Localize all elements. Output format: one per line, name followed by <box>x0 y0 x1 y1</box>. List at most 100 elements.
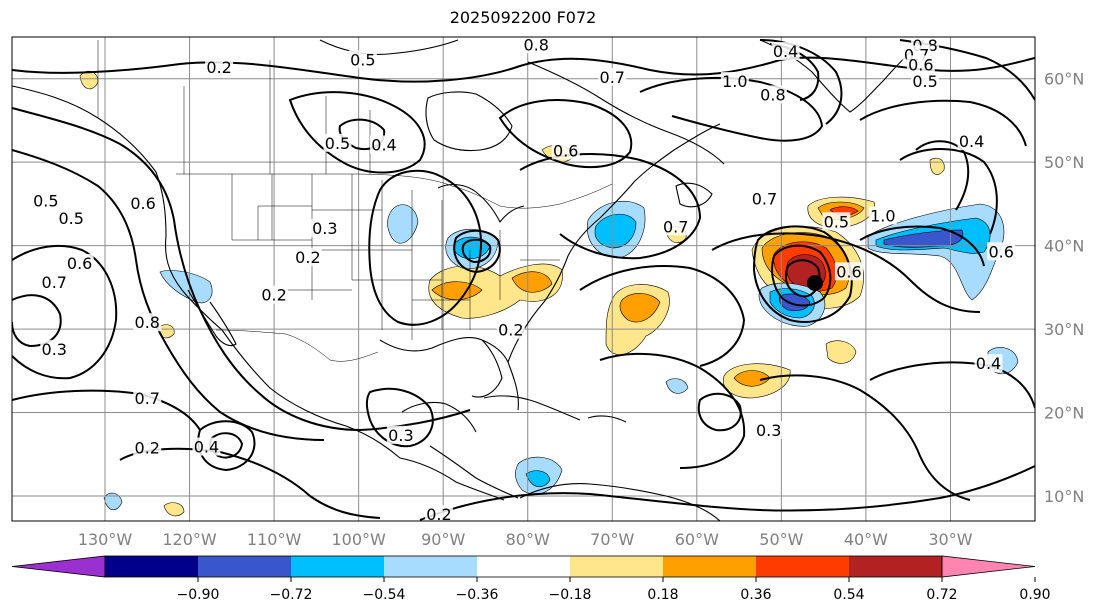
contour-11 <box>368 169 482 326</box>
contour-label-bg <box>661 217 690 236</box>
latitude-ticks: 10°N 20°N 30°N 40°N 50°N 60°N <box>1044 70 1084 506</box>
state-lines <box>231 174 560 340</box>
contour-label: 0.3 <box>42 340 67 359</box>
shade-negative-ne-core <box>594 213 637 249</box>
contour-label-bg <box>551 141 580 160</box>
contour-label: 0.4 <box>773 42 798 61</box>
contour-26 <box>711 232 981 313</box>
colorbar-tick-label: −0.36 <box>456 587 499 603</box>
shade-positive-nc-core <box>431 271 553 301</box>
coast-hudson-bay <box>425 91 513 152</box>
contour-label: 0.7 <box>135 389 160 408</box>
contour-label: 0.7 <box>752 190 777 209</box>
contour-14 <box>498 99 633 169</box>
contour-label: 0.4 <box>194 438 219 457</box>
colorbar-frame <box>104 555 943 578</box>
colorbar-segment <box>756 556 849 577</box>
coast-cuba <box>483 395 581 421</box>
contour-label-bg <box>987 242 1016 261</box>
lon-tick-label: 70°W <box>590 530 634 549</box>
contour-label: 0.2 <box>498 321 523 340</box>
contour-label: 0.3 <box>312 219 337 238</box>
colorbar-segment <box>849 556 942 577</box>
contour-1 <box>12 56 1035 83</box>
contour-label-bg <box>496 320 525 339</box>
colorbar-tick-label: 0.72 <box>926 587 957 603</box>
contour-label: 0.8 <box>135 313 160 332</box>
colorbar-extend-min <box>11 555 106 578</box>
contour-30 <box>697 392 742 432</box>
map-frame <box>11 36 1036 522</box>
contour-labels: 0.20.50.80.71.00.80.40.80.70.60.50.40.50… <box>31 37 1016 524</box>
contour-label: 0.6 <box>130 194 155 213</box>
contour-label: 0.6 <box>553 141 578 160</box>
contour-label-bg <box>386 425 415 444</box>
lon-tick-label: 100°W <box>331 530 386 549</box>
lat-tick-label: 50°N <box>1044 153 1084 172</box>
contour-label-bg <box>771 42 800 61</box>
shade-negative-pacific <box>103 492 123 511</box>
shade-negative-mid-atl-small <box>665 378 689 394</box>
contour-label-bg <box>293 248 322 267</box>
colorbar-segment <box>663 556 756 577</box>
contour-label: 0.5 <box>325 134 350 153</box>
contour-label: 0.4 <box>976 354 1001 373</box>
contour-label-bg <box>133 438 162 457</box>
lat-tick-label: 60°N <box>1044 70 1084 89</box>
coast-yucatan <box>401 401 477 433</box>
contour-label: 0.2 <box>206 58 231 77</box>
contour-label: 0.5 <box>58 209 83 228</box>
contour-label-bg <box>370 135 398 154</box>
contour-label: 0.8 <box>760 85 785 104</box>
border-us-mexico <box>215 329 379 362</box>
contour-16 <box>639 76 824 142</box>
contour-label-bg <box>192 437 221 456</box>
contour-label-bg <box>974 354 1003 373</box>
chart-title: 2025092200 F072 <box>449 8 597 27</box>
contour-31 <box>759 374 971 501</box>
contour-label: 0.2 <box>261 286 286 305</box>
contour-33 <box>419 465 1035 521</box>
colorbar-segment <box>105 556 198 577</box>
contour-12 <box>453 229 501 274</box>
contour-label: 0.6 <box>988 242 1013 261</box>
cyclone-center-marker <box>807 275 823 291</box>
lat-tick-label: 10°N <box>1044 487 1084 506</box>
lon-tick-label: 130°W <box>78 530 133 549</box>
contour-27 <box>859 225 985 267</box>
contour-label-bg <box>348 50 377 69</box>
shade-negative-caribbean-core <box>525 470 551 488</box>
contour-label-bg <box>65 253 94 272</box>
contour-13 <box>461 238 492 264</box>
contour-2 <box>12 107 471 432</box>
contour-label: 1.0 <box>870 206 895 225</box>
map-panel: 0.20.50.80.71.00.80.40.80.70.60.50.40.50… <box>11 36 1036 524</box>
contour-label-bg <box>835 262 863 281</box>
lon-tick-label: 40°W <box>844 530 888 549</box>
contour-label: 0.5 <box>824 212 849 231</box>
colorbar-tick-label: 0.36 <box>740 587 771 603</box>
contour-label: 0.2 <box>295 248 320 267</box>
contour-label: 0.5 <box>350 50 375 69</box>
lon-tick-label: 50°W <box>759 530 803 549</box>
longitude-ticks: 130°W 120°W 110°W 100°W 90°W 80°W 70°W 60°W 50°W… <box>78 530 973 549</box>
lon-tick-label: 110°W <box>247 530 302 549</box>
colorbar-segment <box>477 556 570 577</box>
colorbar-tick-label: 0.90 <box>1019 587 1050 603</box>
contour-label: 0.6 <box>908 55 933 74</box>
colorbar-extend-max <box>941 555 1036 578</box>
colorbar-segment <box>384 556 477 577</box>
contour-label-bg <box>868 206 897 225</box>
coast-arctic-islands <box>319 39 459 55</box>
shade-positive-pacific <box>163 502 185 517</box>
contour-label-bg <box>40 273 69 292</box>
contour-label-bg <box>758 85 787 104</box>
contour-label: 0.6 <box>67 254 92 273</box>
border-us-canada <box>176 173 613 209</box>
contour-label-bg <box>906 55 935 74</box>
contour-label-bg <box>750 189 779 208</box>
contour-label: 0.2 <box>426 505 451 524</box>
lon-tick-label: 120°W <box>162 530 217 549</box>
lat-tick-label: 20°N <box>1044 404 1084 423</box>
shade-negative-east-atl-deep <box>883 229 964 248</box>
